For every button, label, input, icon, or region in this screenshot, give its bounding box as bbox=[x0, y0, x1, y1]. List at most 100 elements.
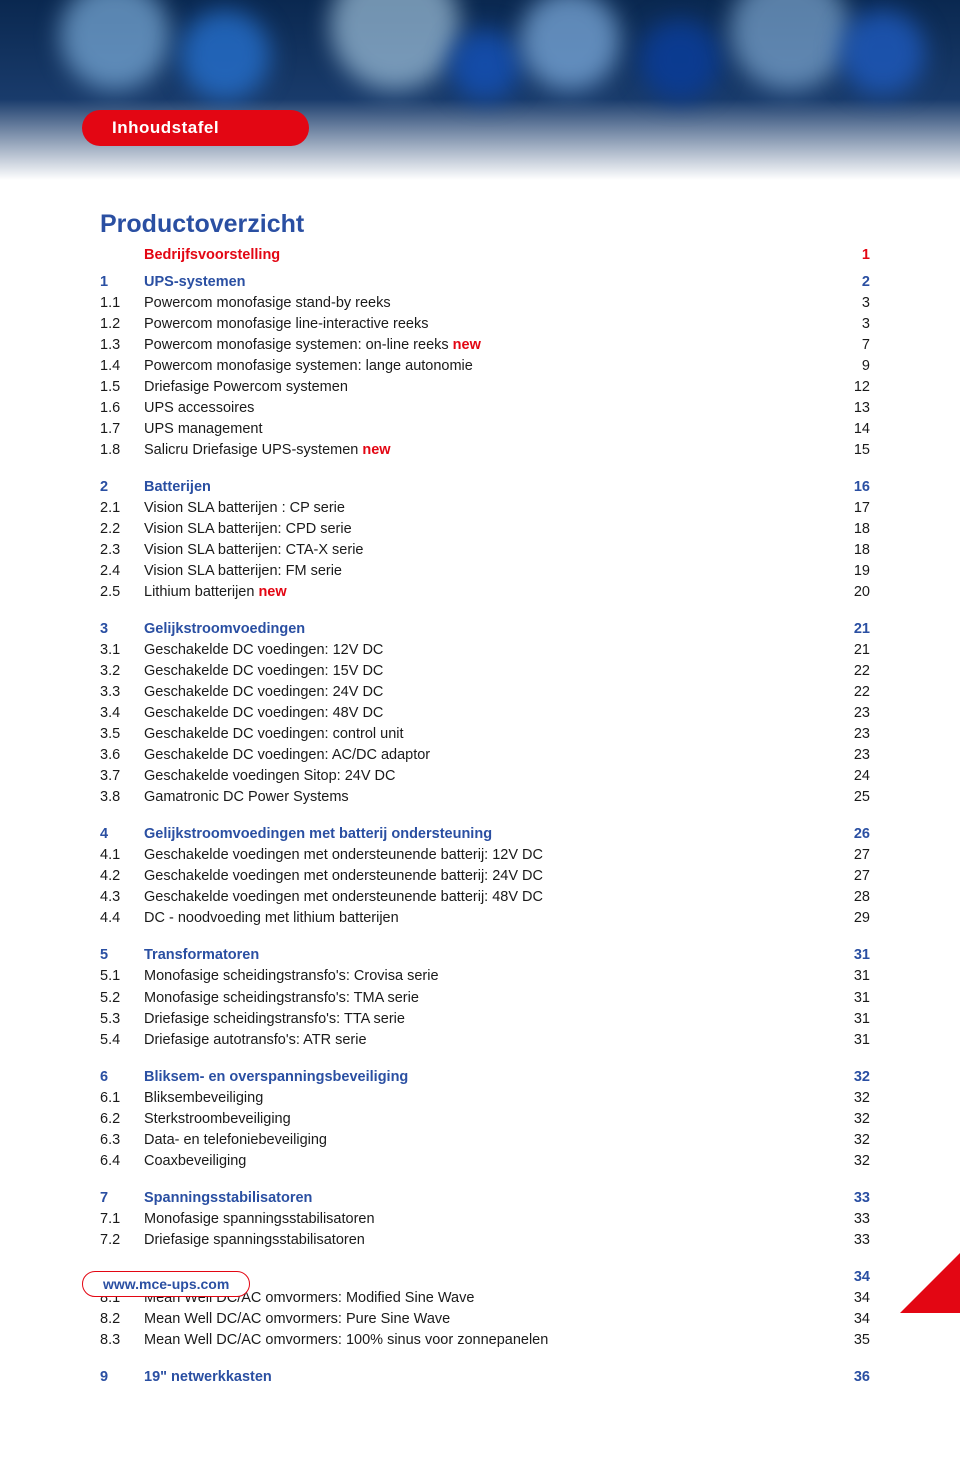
toc-item-num: 2.1 bbox=[100, 498, 144, 519]
toc-item-page: 7 bbox=[830, 335, 870, 356]
toc-item-label: Monofasige scheidingstransfo's: Crovisa … bbox=[144, 966, 830, 987]
toc-item-page: 3 bbox=[830, 293, 870, 314]
toc-item-label: Monofasige scheidingstransfo's: TMA seri… bbox=[144, 988, 830, 1009]
toc-item-num: 8.3 bbox=[100, 1330, 144, 1351]
toc-item-label: Geschakelde voedingen met ondersteunende… bbox=[144, 866, 830, 887]
toc-item-page: 32 bbox=[830, 1151, 870, 1172]
toc-item-row: 1.6UPS accessoires13 bbox=[100, 398, 870, 419]
toc-item-page: 22 bbox=[830, 661, 870, 682]
toc-item-label: Bliksembeveiliging bbox=[144, 1088, 830, 1109]
toc-item-row: 5.3Driefasige scheidingstransfo's: TTA s… bbox=[100, 1009, 870, 1030]
toc-item-page: 18 bbox=[830, 540, 870, 561]
toc-item-row: 4.4DC - noodvoeding met lithium batterij… bbox=[100, 908, 870, 929]
toc-item-num: 6.3 bbox=[100, 1130, 144, 1151]
toc-item-row: 1.7UPS management14 bbox=[100, 419, 870, 440]
toc-item-label: Driefasige spanningsstabilisatoren bbox=[144, 1230, 830, 1251]
toc-item-label: Coaxbeveiliging bbox=[144, 1151, 830, 1172]
toc-item-page: 32 bbox=[830, 1109, 870, 1130]
toc-item-row: 6.1Bliksembeveiliging32 bbox=[100, 1088, 870, 1109]
toc-item-num: 2.3 bbox=[100, 540, 144, 561]
toc-section: 6Bliksem- en overspanningsbeveiliging326… bbox=[100, 1067, 870, 1172]
toc-item-page: 14 bbox=[830, 419, 870, 440]
toc-item-label: Driefasige Powercom systemen bbox=[144, 377, 830, 398]
toc-item-row: 5.4Driefasige autotransfo's: ATR serie31 bbox=[100, 1030, 870, 1051]
toc-item-page: 23 bbox=[830, 724, 870, 745]
toc-item-page: 17 bbox=[830, 498, 870, 519]
toc-item-page: 13 bbox=[830, 398, 870, 419]
toc-item-row: 3.2Geschakelde DC voedingen: 15V DC22 bbox=[100, 661, 870, 682]
toc-item-page: 22 bbox=[830, 682, 870, 703]
toc-prehead-page: 1 bbox=[830, 245, 870, 266]
toc-item-num: 1.2 bbox=[100, 314, 144, 335]
toc-section: Bedrijfsvoorstelling11UPS-systemen21.1Po… bbox=[100, 245, 870, 461]
toc-item-page: 29 bbox=[830, 908, 870, 929]
toc-item-row: 1.3Powercom monofasige systemen: on-line… bbox=[100, 335, 870, 356]
toc-head-num: 5 bbox=[100, 945, 144, 966]
toc-item-num: 4.4 bbox=[100, 908, 144, 929]
toc-item-page: 9 bbox=[830, 356, 870, 377]
toc-head-page: 26 bbox=[830, 824, 870, 845]
toc-head-label: Bliksem- en overspanningsbeveiliging bbox=[144, 1067, 830, 1088]
toc-item-num: 1.4 bbox=[100, 356, 144, 377]
toc-item-page: 20 bbox=[830, 582, 870, 603]
toc-item-row: 1.1Powercom monofasige stand-by reeks3 bbox=[100, 293, 870, 314]
tab-title: Inhoudstafel bbox=[82, 110, 309, 146]
toc-item-row: 1.5Driefasige Powercom systemen12 bbox=[100, 377, 870, 398]
toc-item-row: 8.2Mean Well DC/AC omvormers: Pure Sine … bbox=[100, 1309, 870, 1330]
toc-item-row: 1.4Powercom monofasige systemen: lange a… bbox=[100, 356, 870, 377]
toc-item-label: Powercom monofasige systemen: on-line re… bbox=[144, 335, 830, 356]
toc-item-row: 1.2Powercom monofasige line-interactive … bbox=[100, 314, 870, 335]
toc-head-page: 2 bbox=[830, 272, 870, 293]
toc-item-num: 7.1 bbox=[100, 1209, 144, 1230]
toc-item-num: 6.1 bbox=[100, 1088, 144, 1109]
toc-item-label: Vision SLA batterijen : CP serie bbox=[144, 498, 830, 519]
toc-item-row: 3.6Geschakelde DC voedingen: AC/DC adapt… bbox=[100, 745, 870, 766]
toc-head-row: 919" netwerkkasten36 bbox=[100, 1367, 870, 1388]
toc-section: 3Gelijkstroomvoedingen213.1Geschakelde D… bbox=[100, 619, 870, 808]
new-tag: new bbox=[453, 337, 481, 353]
toc-item-label: Geschakelde voedingen met ondersteunende… bbox=[144, 845, 830, 866]
toc-item-label: Data- en telefoniebeveiliging bbox=[144, 1130, 830, 1151]
bokeh-circle bbox=[520, 0, 620, 90]
toc-prehead-row: Bedrijfsvoorstelling1 bbox=[100, 245, 870, 266]
new-tag: new bbox=[258, 584, 286, 600]
toc-item-page: 32 bbox=[830, 1130, 870, 1151]
toc-head-label: Transformatoren bbox=[144, 945, 830, 966]
toc-item-row: 4.1Geschakelde voedingen met ondersteune… bbox=[100, 845, 870, 866]
toc-section: 4Gelijkstroomvoedingen met batterij onde… bbox=[100, 824, 870, 929]
bokeh-circle bbox=[730, 0, 850, 90]
toc-item-row: 2.5Lithium batterijen new20 bbox=[100, 582, 870, 603]
toc-head-page: 33 bbox=[830, 1188, 870, 1209]
toc-head-num: 7 bbox=[100, 1188, 144, 1209]
toc-head-num: 9 bbox=[100, 1367, 144, 1388]
toc-item-num: 1.8 bbox=[100, 440, 144, 461]
toc-item-page: 23 bbox=[830, 703, 870, 724]
toc-item-num: 1.5 bbox=[100, 377, 144, 398]
toc-item-page: 35 bbox=[830, 1330, 870, 1351]
toc-item-num: 3.4 bbox=[100, 703, 144, 724]
toc-item-label: DC - noodvoeding met lithium batterijen bbox=[144, 908, 830, 929]
toc-item-label: Geschakelde DC voedingen: control unit bbox=[144, 724, 830, 745]
toc-item-label: Vision SLA batterijen: CPD serie bbox=[144, 519, 830, 540]
toc-item-page: 19 bbox=[830, 561, 870, 582]
toc-item-row: 4.2Geschakelde voedingen met ondersteune… bbox=[100, 866, 870, 887]
toc-head-page: 31 bbox=[830, 945, 870, 966]
toc-item-num: 6.2 bbox=[100, 1109, 144, 1130]
toc-head-num: 6 bbox=[100, 1067, 144, 1088]
toc-item-page: 28 bbox=[830, 887, 870, 908]
toc-item-page: 24 bbox=[830, 766, 870, 787]
toc-head-num: 4 bbox=[100, 824, 144, 845]
toc-item-page: 3 bbox=[830, 314, 870, 335]
toc-head-row: 3Gelijkstroomvoedingen21 bbox=[100, 619, 870, 640]
toc-item-page: 33 bbox=[830, 1209, 870, 1230]
toc-item-num: 4.3 bbox=[100, 887, 144, 908]
toc-item-label: Geschakelde DC voedingen: 48V DC bbox=[144, 703, 830, 724]
toc-item-label: Geschakelde DC voedingen: 24V DC bbox=[144, 682, 830, 703]
toc-head-row: 2Batterijen16 bbox=[100, 477, 870, 498]
toc-item-num: 3.5 bbox=[100, 724, 144, 745]
toc-item-page: 31 bbox=[830, 1030, 870, 1051]
toc-item-num: 7.2 bbox=[100, 1230, 144, 1251]
toc-item-label: Monofasige spanningsstabilisatoren bbox=[144, 1209, 830, 1230]
toc-item-num: 2.2 bbox=[100, 519, 144, 540]
toc-item-page: 34 bbox=[830, 1288, 870, 1309]
